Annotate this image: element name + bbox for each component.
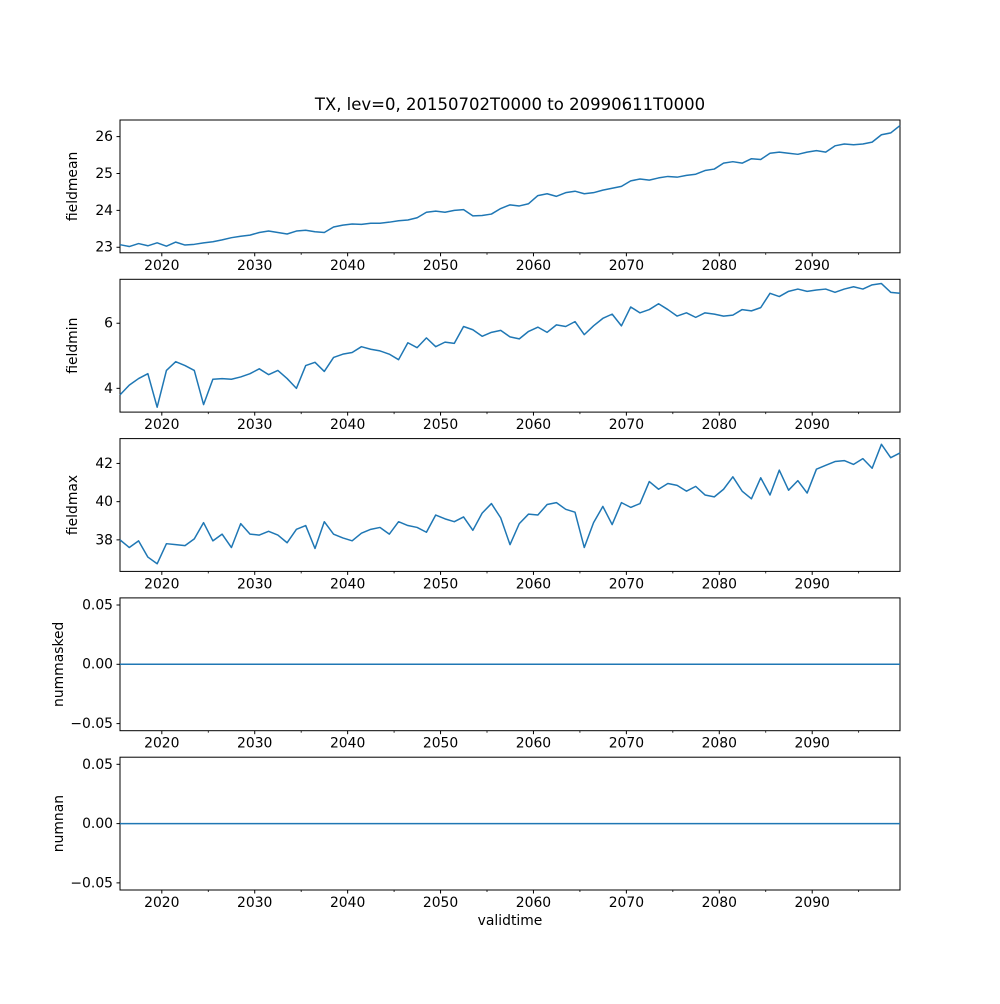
x-axis-label: validtime <box>478 913 543 929</box>
axes-frame <box>119 119 901 254</box>
x-tick-label: 2040 <box>330 576 365 592</box>
x-tick-label: 2030 <box>237 895 272 911</box>
x-tick-label: 2040 <box>330 895 365 911</box>
x-tick-label: 2080 <box>702 576 737 592</box>
x-tick-label: 2070 <box>609 736 644 752</box>
y-tick-label: 0.00 <box>82 816 113 832</box>
x-tick-label: 2060 <box>516 895 551 911</box>
y-tick-label: 24 <box>95 203 113 219</box>
x-tick-label: 2060 <box>516 736 551 752</box>
x-tick-label: 2030 <box>237 258 272 274</box>
y-axis-label-fieldmax: fieldmax <box>65 475 81 535</box>
y-tick-label: −0.05 <box>70 716 113 732</box>
x-tick-label: 2050 <box>423 736 458 752</box>
x-tick-label: 2050 <box>423 576 458 592</box>
y-tick-label: −0.05 <box>70 875 113 891</box>
x-tick-label: 2050 <box>423 895 458 911</box>
x-tick-label: 2060 <box>516 417 551 433</box>
y-tick-label: 25 <box>95 166 113 182</box>
axes-layer: 23 24 25 26 2020 2030 2040 2050 2060 2070 2080 2090… <box>70 119 901 911</box>
figure-title: TX, lev=0, 20150702T0000 to 20990611T000… <box>314 95 705 114</box>
x-tick-label: 2040 <box>330 417 365 433</box>
x-tick-label: 2080 <box>702 417 737 433</box>
data-line-fieldmean <box>119 124 901 248</box>
axes-frame <box>119 438 901 572</box>
y-tick-label: 0.00 <box>82 657 113 673</box>
x-tick-label: 2020 <box>144 258 179 274</box>
y-tick-label: 0.05 <box>82 757 113 773</box>
x-tick-label: 2020 <box>144 576 179 592</box>
x-tick-label: 2030 <box>237 736 272 752</box>
y-tick-label: 42 <box>95 456 113 472</box>
x-tick-label: 2020 <box>144 417 179 433</box>
x-tick-label: 2080 <box>702 258 737 274</box>
y-tick-label: 26 <box>95 129 113 145</box>
y-tick-label: 40 <box>95 494 113 510</box>
x-tick-label: 2090 <box>795 576 830 592</box>
x-tick-label: 2040 <box>330 258 365 274</box>
y-tick-label: 6 <box>104 316 113 332</box>
x-tick-label: 2070 <box>609 895 644 911</box>
y-tick-label: 0.05 <box>82 597 113 613</box>
x-tick-label: 2070 <box>609 258 644 274</box>
x-tick-label: 2050 <box>423 417 458 433</box>
x-tick-label: 2030 <box>237 576 272 592</box>
x-tick-label: 2090 <box>795 736 830 752</box>
x-tick-label: 2050 <box>423 258 458 274</box>
y-axis-label-nummasked: nummasked <box>51 622 67 707</box>
y-axis-label-numnan: numnan <box>51 795 67 852</box>
axes-frame <box>119 278 901 413</box>
x-tick-label: 2020 <box>144 736 179 752</box>
y-tick-label: 23 <box>95 240 113 256</box>
data-line-fieldmin <box>119 282 901 408</box>
y-axis-label-fieldmean: fieldmean <box>65 152 81 221</box>
x-tick-label: 2080 <box>702 736 737 752</box>
x-tick-label: 2090 <box>795 258 830 274</box>
x-tick-label: 2030 <box>237 417 272 433</box>
x-tick-label: 2090 <box>795 895 830 911</box>
data-line-fieldmax <box>119 443 901 565</box>
y-axis-label-fieldmin: fieldmin <box>65 318 81 374</box>
x-tick-label: 2080 <box>702 895 737 911</box>
x-tick-label: 2020 <box>144 895 179 911</box>
x-tick-label: 2060 <box>516 258 551 274</box>
x-tick-label: 2070 <box>609 576 644 592</box>
x-tick-label: 2040 <box>330 736 365 752</box>
x-tick-label: 2090 <box>795 417 830 433</box>
x-tick-label: 2060 <box>516 576 551 592</box>
y-tick-label: 38 <box>95 532 113 548</box>
y-tick-label: 4 <box>104 381 113 397</box>
x-tick-label: 2070 <box>609 417 644 433</box>
